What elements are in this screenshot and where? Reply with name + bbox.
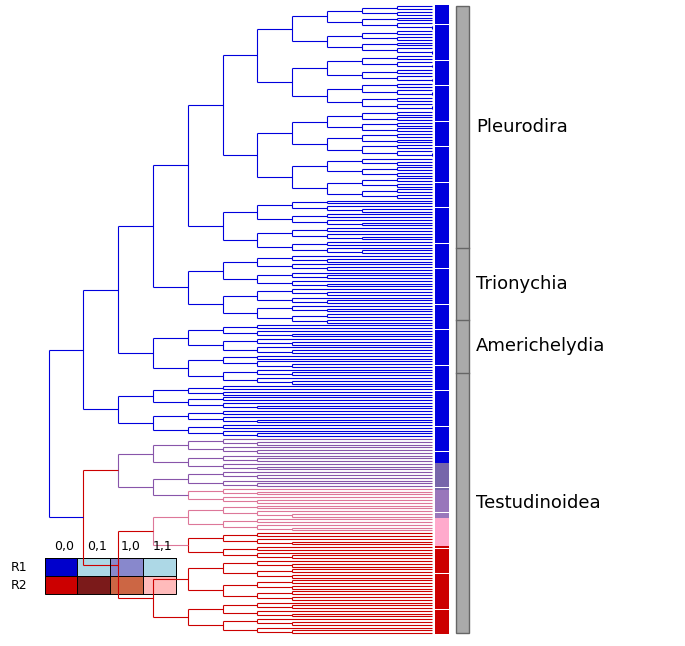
Text: R2: R2 (10, 579, 27, 592)
Bar (45, 576, 77, 594)
Bar (143, 576, 176, 594)
Text: Trionychia: Trionychia (476, 275, 568, 293)
Bar (143, 558, 176, 576)
Bar (45, 558, 176, 576)
Text: Testudinoidea: Testudinoidea (476, 494, 601, 512)
Text: 0,1: 0,1 (87, 540, 108, 553)
Text: 1,1: 1,1 (153, 540, 173, 553)
Bar (77, 558, 110, 576)
Text: Americhelydia: Americhelydia (476, 337, 606, 355)
Bar (110, 558, 143, 576)
Text: 1,0: 1,0 (120, 540, 140, 553)
Bar (77, 576, 110, 594)
Bar (45, 558, 77, 576)
Text: 0,0: 0,0 (54, 540, 75, 553)
Bar (456, 6, 469, 633)
Bar (45, 558, 176, 594)
Bar (110, 576, 143, 594)
Text: R1: R1 (10, 561, 27, 574)
Text: Pleurodira: Pleurodira (476, 118, 568, 136)
